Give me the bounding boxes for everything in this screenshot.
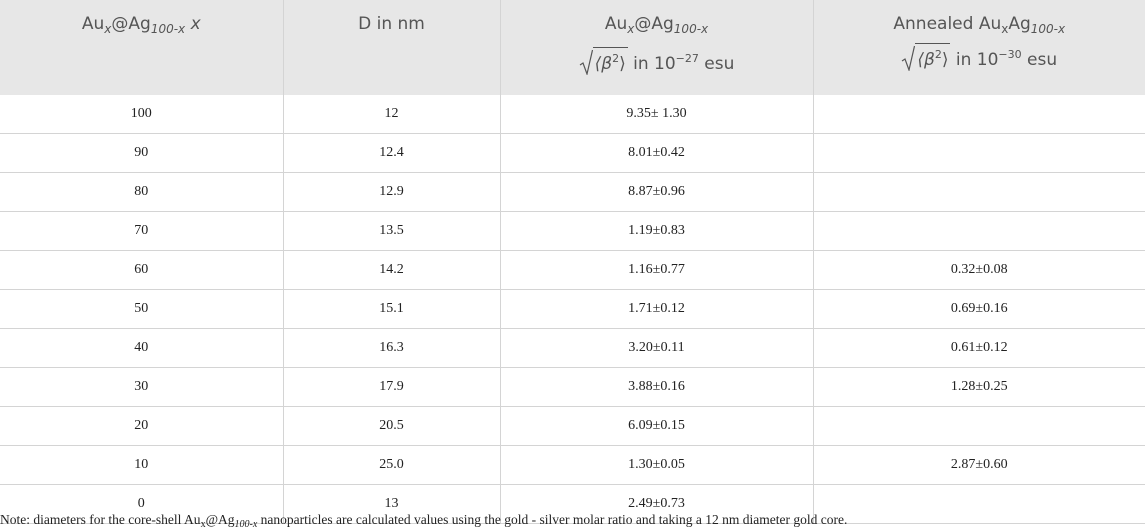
table-cell: [812, 133, 1145, 173]
radical-sign: [902, 45, 916, 71]
table-row: 10 25.0 1.30±0.05 2.87±0.60: [0, 445, 1145, 485]
table-cell: 12: [282, 95, 500, 134]
table-cell: 6.09±0.15: [499, 406, 813, 446]
table-cell: 60: [0, 250, 283, 290]
radical-sign: [579, 49, 593, 75]
table-cell: 17.9: [282, 367, 500, 407]
math-text: ⟨β: [917, 50, 935, 70]
note-text: @Ag: [205, 512, 235, 527]
header-text: esu: [704, 54, 735, 74]
table-cell: 0.61±0.12: [812, 328, 1145, 368]
table-cell: 80: [0, 172, 283, 212]
table-row: 20 20.5 6.09±0.15: [0, 406, 1145, 446]
table-cell: 2.87±0.60: [812, 445, 1145, 485]
table-cell: 9.35± 1.30: [499, 95, 813, 134]
table-cell: 20: [0, 406, 283, 446]
table-cell: 3.88±0.16: [499, 367, 813, 407]
table-row: 60 14.2 1.16±0.77 0.32±0.08: [0, 250, 1145, 290]
table-note: Note: diameters for the core-shell Aux@A…: [0, 512, 847, 530]
header-cell: Aux@Ag100-x x: [0, 0, 283, 95]
table-cell: 1.16±0.77: [499, 250, 813, 290]
table-row: 70 13.5 1.19±0.83: [0, 211, 1145, 251]
header-row: Aux@Ag100-x x D in nm Aux@Ag100-x ⟨β2⟩ i…: [0, 0, 1145, 95]
header-text: Au: [604, 14, 628, 34]
table-cell: [812, 484, 1145, 524]
header-text: Annealed Au: [893, 14, 1002, 34]
header-text: in 10: [955, 50, 999, 70]
table-cell: 12.9: [282, 172, 500, 212]
table-cell: 14.2: [282, 250, 500, 290]
header-text: D in nm: [358, 14, 425, 34]
math-text: ⟩: [619, 54, 626, 74]
table-cell: 1.71±0.12: [499, 289, 813, 329]
table-cell: 100: [0, 95, 283, 134]
header-text: Au: [81, 14, 105, 34]
sqrt: ⟨β2⟩: [901, 43, 951, 71]
table-cell: 40: [0, 328, 283, 368]
sqrt: ⟨β2⟩: [579, 47, 628, 75]
header-sup: −27: [675, 52, 699, 65]
header-text: @Ag: [634, 14, 674, 34]
table-cell: 90: [0, 133, 283, 173]
table-cell: 1.19±0.83: [499, 211, 813, 251]
table-cell: 20.5: [282, 406, 500, 446]
table-cell: 16.3: [282, 328, 500, 368]
math-sup: 2: [612, 52, 620, 65]
table-row: 0 13 2.49±0.73: [0, 484, 1145, 524]
table-row: 90 12.4 8.01±0.42: [0, 133, 1145, 173]
note-subscript: 100-x: [234, 519, 258, 530]
table-row: 30 17.9 3.88±0.16 1.28±0.25: [0, 367, 1145, 407]
header-cell: D in nm: [282, 0, 500, 95]
header-text: @Ag: [111, 14, 151, 34]
table-cell: 12.4: [282, 133, 500, 173]
header-cell: Annealed AuxAg100-x ⟨β2⟩ in 10−30 esu: [812, 0, 1145, 95]
note-text: Note: diameters for the core-shell Au: [0, 512, 201, 527]
table-cell: 0: [0, 484, 283, 524]
table-cell: 8.01±0.42: [499, 133, 813, 173]
header-sup: −30: [998, 48, 1022, 61]
table-cell: 8.87±0.96: [499, 172, 813, 212]
table-cell: [812, 95, 1145, 134]
table-row: 40 16.3 3.20±0.11 0.61±0.12: [0, 328, 1145, 368]
table-cell: 50: [0, 289, 283, 329]
note-text: nanoparticles are calculated values usin…: [260, 512, 848, 527]
header-subscript: 100-x: [1030, 22, 1066, 36]
table-cell: 70: [0, 211, 283, 251]
table-cell: 2.49±0.73: [499, 484, 813, 524]
header-cell: Aux@Ag100-x ⟨β2⟩ in 10−27 esu: [499, 0, 813, 95]
header-subscript: x: [104, 22, 112, 36]
header-text: esu: [1027, 50, 1058, 70]
math-text: ⟩: [941, 50, 949, 70]
header-subscript: 100-x: [673, 22, 709, 36]
header-text: Ag: [1008, 14, 1031, 34]
header-text: in 10: [633, 54, 676, 74]
table-cell: 0.32±0.08: [812, 250, 1145, 290]
math-sup: 2: [934, 48, 942, 61]
table-cell: 30: [0, 367, 283, 407]
table-cell: 10: [0, 445, 283, 485]
header-subscript: x: [1001, 22, 1009, 36]
header-text: x: [190, 14, 201, 34]
table-cell: 25.0: [282, 445, 500, 485]
table-cell: 1.30±0.05: [499, 445, 813, 485]
header-subscript: 100-x: [150, 22, 186, 36]
table-cell: [812, 406, 1145, 446]
table-cell: 0.69±0.16: [812, 289, 1145, 329]
table-row: 100 12 9.35± 1.30: [0, 95, 1145, 134]
table-cell: [812, 211, 1145, 251]
math-text: ⟨β: [594, 54, 613, 74]
table-cell: 15.1: [282, 289, 500, 329]
table-body: 100 12 9.35± 1.30 90 12.4 8.01±0.42 80 12.9 8.87…: [0, 95, 1145, 524]
table-row: 80 12.9 8.87±0.96: [0, 172, 1145, 212]
table-cell: 13: [282, 484, 500, 524]
table-row: 50 15.1 1.71±0.12 0.69±0.16: [0, 289, 1145, 329]
header-subscript: x: [627, 22, 635, 36]
table-cell: 1.28±0.25: [812, 367, 1145, 407]
note-subscript: x: [200, 519, 206, 530]
table-cell: [812, 172, 1145, 212]
table-cell: 3.20±0.11: [499, 328, 813, 368]
table-cell: 13.5: [282, 211, 500, 251]
